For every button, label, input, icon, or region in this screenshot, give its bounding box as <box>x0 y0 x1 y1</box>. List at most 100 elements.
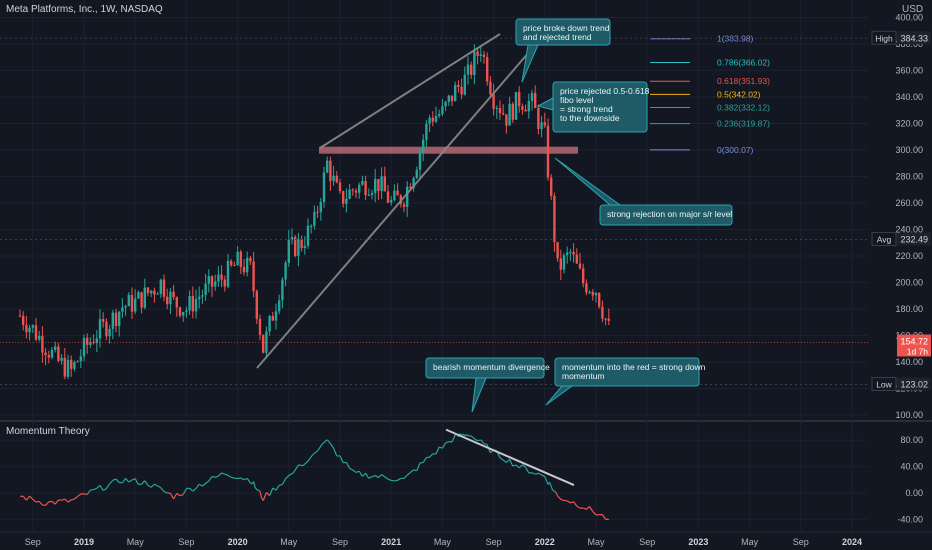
oscillator-segment <box>445 441 450 444</box>
candle <box>566 246 569 264</box>
candle-body <box>44 352 47 356</box>
candle-body <box>274 311 278 321</box>
candle-body <box>546 125 550 178</box>
candle <box>342 190 345 208</box>
candle-body <box>287 240 290 263</box>
candle-body <box>406 186 409 207</box>
candle <box>582 263 585 288</box>
oscillator-segment <box>163 490 168 494</box>
candle <box>326 156 329 174</box>
annotation-fibo-rejection: price rejected 0.5-0.618 fibo level = stro… <box>536 81 650 133</box>
candle-body <box>258 318 262 335</box>
avg-badge-label: Avg <box>877 234 892 244</box>
candle <box>553 192 556 252</box>
candle <box>287 230 290 267</box>
oscillator-segment <box>115 478 120 483</box>
candle-body <box>476 51 479 56</box>
oscillator-segment <box>157 485 162 489</box>
candle <box>210 275 214 297</box>
candle <box>220 265 223 288</box>
oscillator-segment <box>544 476 547 481</box>
oscillator-segment <box>198 483 203 487</box>
candle-body <box>118 311 121 327</box>
candle-body <box>98 319 102 339</box>
candle <box>466 56 470 85</box>
fib-label: 0.786(366.02) <box>717 58 770 68</box>
oscillator-segment <box>470 435 475 440</box>
divergence-line <box>445 428 575 486</box>
oscillator-segment <box>377 474 383 478</box>
candle-body <box>108 329 111 337</box>
oscillator-segment <box>29 495 34 500</box>
candle-body <box>204 283 207 296</box>
candle <box>431 111 434 127</box>
avg-badge-tag <box>871 231 897 246</box>
candle-body <box>182 312 185 316</box>
candle-body <box>41 336 44 353</box>
oscillator-segment <box>38 500 43 506</box>
oscillator-segment <box>102 488 107 492</box>
candle <box>361 175 364 186</box>
oscillator-segment <box>592 511 597 516</box>
candle-body <box>76 361 79 363</box>
candle-body <box>223 279 226 287</box>
candle-body <box>230 260 233 266</box>
candle-body <box>479 54 482 56</box>
candle-body <box>313 211 316 226</box>
oscillator-segment <box>265 492 271 497</box>
candle-body <box>354 190 358 193</box>
candle-body <box>428 117 431 124</box>
oscillator-segment <box>131 478 136 481</box>
candle-body <box>562 255 566 270</box>
oscillator-segment <box>86 489 91 495</box>
candle-body <box>153 290 156 295</box>
candle <box>108 324 111 344</box>
candle <box>498 100 502 120</box>
candle-body <box>396 190 399 196</box>
oscillator-segment <box>317 443 323 452</box>
oscillator-segment <box>302 460 309 467</box>
last-price-timer: 1d 7h <box>907 346 929 356</box>
candle-body <box>306 225 310 246</box>
oscillator-segment <box>179 493 184 497</box>
candle-body <box>543 122 546 126</box>
high-badge: High 384.33 <box>871 30 931 45</box>
oscillator-segment <box>349 467 354 471</box>
candle-body <box>361 180 364 185</box>
candle-body <box>242 266 246 273</box>
candle-body <box>578 263 582 269</box>
candle-body <box>284 262 287 280</box>
candle <box>601 300 604 323</box>
oscillator-segment <box>224 473 229 476</box>
candle-body <box>54 346 57 350</box>
price-axis-tick: 320.00 <box>895 119 923 129</box>
candle <box>598 292 601 309</box>
candle <box>393 184 396 202</box>
oscillator-segment <box>258 489 261 492</box>
candle <box>66 354 70 380</box>
candle <box>450 95 454 106</box>
candle <box>265 326 268 359</box>
candle <box>578 252 582 270</box>
candle-body <box>594 292 598 296</box>
osc-axis-tick: 80.00 <box>900 435 923 445</box>
candle-body <box>297 239 300 256</box>
oscillator-segment <box>416 462 421 471</box>
candle <box>434 106 438 123</box>
candle <box>63 347 66 380</box>
candle <box>239 249 242 274</box>
candle-body <box>412 178 415 189</box>
candle <box>546 118 550 181</box>
candle <box>422 134 425 162</box>
candle <box>226 253 230 289</box>
oscillator-segment <box>243 477 248 481</box>
candle-body <box>514 92 518 120</box>
annotation-momentum-red: momentum into the red = strong down momen… <box>545 357 706 406</box>
oscillator-segment <box>477 439 481 442</box>
osc-axis-tick: 40.00 <box>900 462 923 472</box>
candle <box>57 342 60 363</box>
candle <box>25 315 28 339</box>
oscillator-segment <box>121 477 127 484</box>
oscillator-segment <box>483 443 488 446</box>
